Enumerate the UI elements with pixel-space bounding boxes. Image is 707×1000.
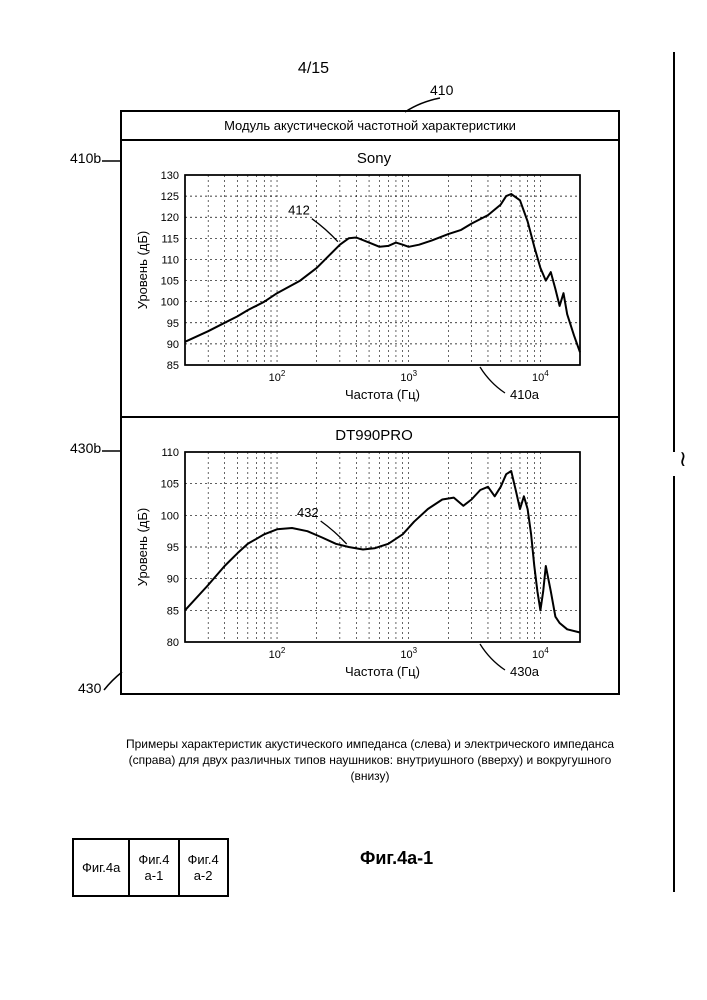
- svg-text:410a: 410a: [510, 387, 540, 402]
- chart-dt990: DT990PRO 80 85 90 95 100 105 110 102 103 104 Частот…: [130, 424, 598, 684]
- figure-box: Модуль акустической частотной характерис…: [120, 110, 620, 695]
- key-cell-0: Фиг.4a: [73, 839, 129, 896]
- svg-text:130: 130: [161, 170, 179, 182]
- callout-430: 430: [78, 680, 101, 696]
- svg-text:100: 100: [161, 510, 179, 522]
- page-number: 4/15: [0, 60, 627, 78]
- chart-sony: Sony 85 90 95 100 105 110 115 120 125 130 102 103 104…: [130, 147, 598, 407]
- chart-cell-sony: Sony 85 90 95 100 105 110 115 120 125 130 102 103 104…: [122, 141, 618, 418]
- svg-text:110: 110: [161, 254, 179, 266]
- svg-text:432: 432: [297, 505, 319, 520]
- chart-cell-dt990: DT990PRO 80 85 90 95 100 105 110 102 103 104 Частот…: [122, 418, 618, 693]
- svg-text:Sony: Sony: [357, 150, 392, 167]
- svg-text:95: 95: [167, 542, 179, 554]
- page-rule-top: [673, 52, 675, 452]
- svg-text:102: 102: [269, 369, 286, 384]
- svg-text:430a: 430a: [510, 664, 540, 679]
- svg-text:DT990PRO: DT990PRO: [335, 427, 413, 444]
- key-cell-2: Фиг.4a-2: [179, 839, 228, 896]
- svg-text:102: 102: [269, 646, 286, 661]
- callout-410b: 410b: [70, 150, 101, 166]
- callout-430b: 430b: [70, 440, 101, 456]
- svg-text:85: 85: [167, 605, 179, 617]
- svg-text:103: 103: [400, 646, 417, 661]
- svg-text:Частота (Гц): Частота (Гц): [345, 664, 420, 679]
- svg-text:104: 104: [532, 369, 549, 384]
- figure-key-table: Фиг.4a Фиг.4a-1 Фиг.4a-2: [72, 838, 229, 897]
- svg-text:90: 90: [167, 339, 179, 351]
- leader-410b: [102, 156, 124, 170]
- page-rule-bottom: [673, 476, 675, 892]
- module-title: Модуль акустической частотной характерис…: [122, 112, 618, 141]
- svg-text:120: 120: [161, 212, 179, 224]
- page: 4/15 ≀ 410 Модуль акустической частотной…: [0, 0, 707, 1000]
- figure-caption: Примеры характеристик акустического импе…: [120, 736, 620, 785]
- svg-text:Уровень (дБ): Уровень (дБ): [135, 231, 150, 309]
- svg-text:104: 104: [532, 646, 549, 661]
- svg-text:103: 103: [400, 369, 417, 384]
- figure-label: Фиг.4a-1: [360, 848, 433, 869]
- svg-text:Частота (Гц): Частота (Гц): [345, 387, 420, 402]
- svg-text:90: 90: [167, 574, 179, 586]
- svg-text:100: 100: [161, 297, 179, 309]
- svg-text:Уровень (дБ): Уровень (дБ): [135, 508, 150, 586]
- svg-text:80: 80: [167, 637, 179, 649]
- svg-text:110: 110: [161, 447, 179, 459]
- svg-text:125: 125: [161, 191, 179, 203]
- svg-text:105: 105: [161, 479, 179, 491]
- key-cell-1: Фиг.4a-1: [129, 839, 178, 896]
- leader-430: [100, 670, 124, 700]
- leader-430b: [102, 446, 124, 460]
- svg-text:412: 412: [288, 203, 310, 218]
- svg-text:85: 85: [167, 360, 179, 372]
- svg-text:105: 105: [161, 276, 179, 288]
- break-mark-icon: ≀: [679, 448, 687, 470]
- svg-text:115: 115: [161, 233, 179, 245]
- svg-text:95: 95: [167, 318, 179, 330]
